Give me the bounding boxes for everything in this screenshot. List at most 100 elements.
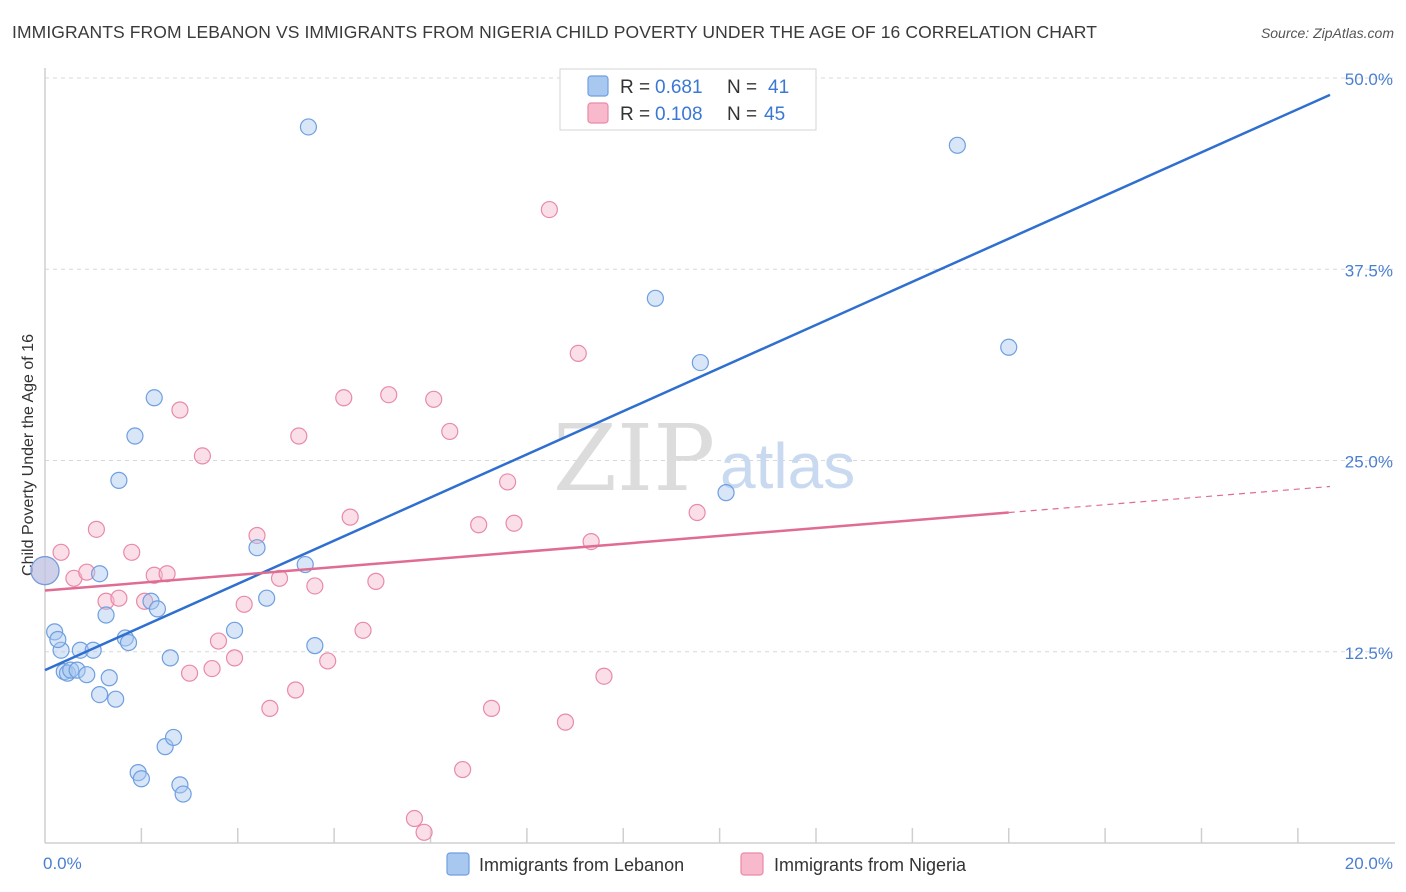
nigeria-point [52, 543, 70, 561]
nigeria-point [209, 632, 228, 650]
y-tick-labels: 12.5% 25.0% 37.5% 50.0% [1345, 70, 1393, 663]
legend-bottom: Immigrants from Lebanon Immigrants from … [446, 852, 967, 876]
legend-swatch-nigeria [587, 102, 609, 124]
lebanon-point [1000, 338, 1018, 356]
nigeria-point [290, 427, 308, 445]
nigeria-point [135, 592, 154, 610]
lebanon-point [126, 427, 144, 445]
lebanon-point [258, 589, 276, 607]
nigeria-point [499, 473, 517, 491]
lebanon-point [91, 565, 109, 583]
lebanon-point [68, 661, 86, 679]
nigeria-point [441, 422, 459, 441]
legend-r-value-nigeria: 0.108 [655, 104, 703, 125]
legend-n-value-lebanon: 41 [768, 77, 789, 98]
lebanon-point [145, 389, 163, 407]
nigeria-point [556, 713, 575, 731]
series-nigeria-points [30, 200, 706, 841]
lebanon-point [58, 664, 77, 682]
bottom-legend-swatch-lebanon [446, 852, 470, 876]
nigeria-point [367, 572, 385, 590]
y-tick-label: 50.0% [1345, 70, 1393, 89]
lebanon-trend-line [44, 93, 1331, 672]
nigeria-point [425, 390, 443, 408]
legend-r-value-lebanon: 0.681 [655, 77, 703, 98]
bottom-legend-label-nigeria: Immigrants from Nigeria [774, 855, 967, 875]
nigeria-point [354, 621, 372, 639]
nigeria-point [470, 516, 488, 534]
legend-swatch-lebanon [587, 75, 609, 97]
grid-layer [45, 77, 1395, 653]
lebanon-point [171, 776, 189, 794]
y-tick-label: 25.0% [1345, 453, 1393, 472]
lebanon-point [49, 630, 67, 649]
nigeria-point [319, 652, 337, 670]
nigeria-point [180, 664, 199, 682]
nigeria-point [171, 401, 189, 419]
watermark: ZIP atlas [553, 405, 855, 512]
y-tick-label: 37.5% [1345, 261, 1393, 280]
lebanon-point [52, 641, 70, 659]
lebanon-point [30, 556, 60, 586]
nigeria-point [193, 447, 212, 465]
lebanon-point [62, 661, 80, 679]
lebanon-point [717, 484, 735, 502]
chart-title: IMMIGRANTS FROM LEBANON VS IMMIGRANTS FR… [12, 22, 1097, 42]
lebanon-point [306, 637, 324, 655]
lebanon-point [78, 666, 96, 684]
nigeria-point [569, 344, 587, 362]
nigeria-point [505, 514, 523, 532]
nigeria-point [235, 595, 253, 613]
bottom-legend-swatch-nigeria [740, 852, 764, 876]
source-credit: Source: ZipAtlas.com [1260, 25, 1394, 41]
nigeria-point [145, 566, 163, 584]
x-tick-marks [140, 828, 1299, 843]
lebanon-point [132, 770, 150, 788]
lebanon-point [248, 539, 266, 557]
nigeria-point [380, 386, 398, 404]
lebanon-point [110, 471, 128, 489]
legend-n-label-nigeria: N = [727, 104, 757, 125]
lebanon-point [97, 606, 115, 624]
nigeria-point [688, 503, 706, 522]
lebanon-point [646, 289, 664, 307]
lebanon-point [948, 136, 966, 154]
lebanon-point [119, 633, 138, 652]
nigeria-point [405, 809, 424, 828]
nigeria-point [595, 667, 613, 685]
nigeria-point [415, 823, 433, 841]
watermark-atlas: atlas [720, 430, 855, 502]
x-tick-label-min: 0.0% [43, 854, 82, 873]
nigeria-point [286, 681, 305, 699]
lebanon-point [100, 669, 118, 687]
nigeria-point [203, 659, 221, 678]
lebanon-point [91, 685, 109, 704]
watermark-zip: ZIP [553, 405, 715, 512]
legend-n-value-nigeria: 45 [764, 104, 785, 125]
y-axis-title: Child Poverty Under the Age of 16 [20, 334, 37, 576]
trend-lines [44, 93, 1331, 672]
lebanon-point [691, 353, 709, 372]
lebanon-point [107, 690, 125, 708]
lebanon-point [299, 118, 318, 136]
nigeria-point [87, 520, 106, 538]
bottom-legend-label-lebanon: Immigrants from Lebanon [479, 855, 684, 875]
nigeria-point [341, 508, 359, 526]
nigeria-point [454, 760, 472, 779]
legend-n-label-lebanon: N = [727, 77, 757, 98]
legend-top: R = 0.681 N = 41 R = 0.108 N = 45 [559, 68, 817, 131]
nigeria-point [335, 389, 353, 407]
nigeria-point [225, 649, 244, 667]
legend-r-label-lebanon: R = [620, 77, 650, 98]
nigeria-point [540, 200, 558, 219]
nigeria-point [123, 543, 141, 561]
lebanon-point [161, 649, 179, 667]
legend-r-label-nigeria: R = [620, 104, 650, 125]
nigeria-point [97, 592, 115, 610]
series-lebanon-points [30, 118, 1018, 803]
lebanon-point [174, 785, 192, 803]
x-tick-label-max: 20.0% [1345, 854, 1393, 873]
nigeria-point [110, 589, 128, 607]
nigeria-point [248, 526, 266, 545]
y-tick-label: 12.5% [1345, 644, 1393, 663]
